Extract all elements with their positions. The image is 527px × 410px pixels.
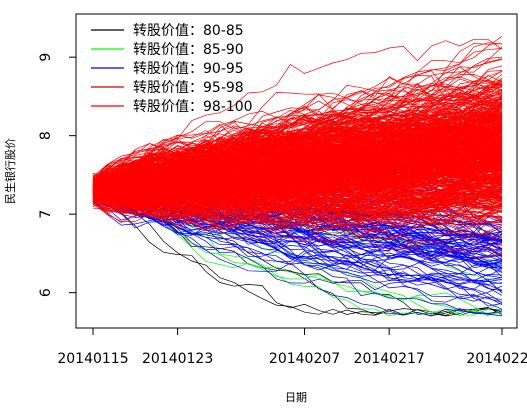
series-5-path [92,103,503,207]
series-5-path [92,129,503,212]
x-tick-label: 20140123 [142,351,213,367]
series-5-path [92,180,503,221]
series-5-path [92,175,503,218]
series-5-path [92,138,503,208]
series-5-path [92,82,503,183]
x-tick-label: 20140217 [354,351,425,367]
series-5-path [92,198,503,232]
x-tick-label: 20140115 [57,351,128,367]
series-3-path [92,196,503,317]
legend-label: 转股价值：85-90 [133,42,244,58]
series-5-path [92,141,503,202]
series-3-path [92,188,503,280]
series-5-path [92,132,503,199]
legend-label: 转股价值：98-100 [133,99,253,115]
series-1-path [92,175,503,316]
series-5-path [92,130,503,204]
series-5-path [92,141,503,192]
series-5-path [92,121,503,190]
series-5-path [92,184,503,208]
x-axis: 20140115 20140123 20140207 20140217 20140225 [57,327,527,367]
series-5-path [92,149,503,193]
series-5-path [92,126,503,204]
y-tick-label: 8 [38,131,54,140]
y-axis: 6 7 8 9 [38,53,77,297]
series-5-path [92,88,503,190]
series-5-path [92,128,503,200]
series-5-path [92,148,503,193]
series-5 [92,36,503,258]
series-5-path [92,133,503,187]
series-5-path [92,141,503,188]
series-3-path [92,193,503,302]
series-5-path [92,104,503,190]
x-axis-title: 日期 [285,391,307,404]
y-tick-label: 7 [38,210,54,219]
series-5-path [92,123,503,193]
legend-label: 转股价值：95-98 [133,80,244,96]
series-5-path [92,99,503,191]
legend-label: 转股价值：90-95 [133,61,244,77]
series-5-path [92,38,503,181]
y-tick-label: 6 [38,288,54,297]
series-5-path [92,58,503,189]
series-5-path [92,83,503,187]
y-tick-label: 9 [38,53,54,62]
series-5-path [92,182,503,226]
series-5-path [92,122,503,192]
series-5-path [92,112,503,180]
series-5-path [92,156,503,196]
series-5-path [92,105,503,196]
series-5-path [92,110,503,194]
series-5-path [92,174,503,201]
series-5-path [92,152,503,211]
legend-label: 转股价值：80-85 [133,23,244,39]
series-5-path [92,166,503,196]
series-5-path [92,145,503,188]
y-axis-title: 民生银行股价 [3,138,17,204]
series-5-path [92,185,503,218]
x-tick-label: 20140207 [269,351,340,367]
series-5-path [92,146,503,208]
series-5-path [92,140,503,208]
series-5-path [92,141,503,198]
legend: 转股价值：80-85 转股价值：85-90 转股价值：90-95 转股价值：95-98… [91,23,253,115]
x-tick-label: 20140225 [466,351,527,367]
price-paths [92,36,503,317]
series-5-path [92,188,503,225]
series-5-path [92,153,503,186]
series-5-path [92,183,503,215]
